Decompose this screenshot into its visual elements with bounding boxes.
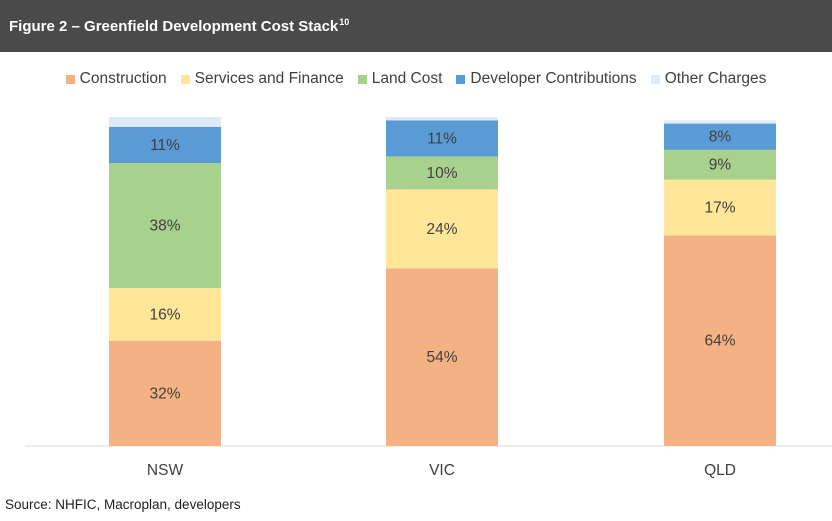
data-label: 16% (149, 306, 180, 323)
x-tick-label: QLD (704, 462, 736, 479)
bar-segment (664, 235, 776, 446)
bar-segment (664, 179, 776, 236)
chart-legend: Construction Services and Finance Land Cos… (0, 68, 832, 90)
data-label: 17% (704, 199, 735, 216)
data-label: 11% (427, 130, 457, 147)
bar-segment (109, 340, 221, 446)
legend-item: Other Charges (650, 70, 767, 88)
bar-segment (386, 156, 498, 190)
bar-segment (386, 120, 498, 157)
bar-segment (664, 149, 776, 180)
legend-item: Land Cost (357, 70, 443, 88)
data-label: 64% (704, 333, 735, 350)
data-label: 9% (709, 157, 732, 174)
data-label: 10% (426, 165, 457, 182)
bar-segment (386, 268, 498, 446)
legend-label: Developer Contributions (470, 70, 637, 87)
legend-item: Developer Contributions (456, 70, 637, 88)
data-label: 38% (149, 218, 180, 235)
bar-segment (109, 126, 221, 164)
legend-swatch (180, 74, 190, 84)
legend-item: Construction (65, 70, 167, 88)
source-note: Source: NHFIC, Macroplan, developers (5, 497, 241, 512)
bar-segment (664, 123, 776, 150)
stacked-bar-chart: 32% 16% 38% 11% NSW 54% 24% 10% 11% VIC 64% 17% 9% 8%… (25, 117, 832, 479)
data-label: 32% (149, 385, 180, 402)
legend-label: Construction (79, 70, 167, 87)
data-label: 54% (426, 349, 457, 366)
legend-label: Land Cost (371, 70, 443, 87)
bar-segment (109, 163, 221, 289)
bar-segment (109, 117, 221, 127)
data-label: 11% (150, 137, 180, 154)
data-label: 8% (709, 129, 732, 146)
title-bar: Figure 2 – Greenfield Development Cost S… (0, 0, 832, 52)
bar-segment (386, 189, 498, 269)
x-tick-label: NSW (147, 462, 184, 479)
legend-label: Other Charges (664, 70, 767, 87)
x-tick-label: VIC (429, 462, 455, 479)
bar-segment (386, 117, 498, 121)
bar-segment (664, 120, 776, 124)
chart-title-text: Figure 2 – Greenfield Development Cost S… (9, 18, 339, 35)
legend-swatch (456, 74, 466, 84)
legend-swatch (65, 74, 75, 84)
legend-swatch (650, 74, 660, 84)
bar-segment (109, 288, 221, 341)
data-label: 24% (426, 221, 457, 238)
legend-label: Services and Finance (194, 70, 344, 87)
title-footnote: 10 (339, 17, 350, 27)
chart-title: Figure 2 – Greenfield Development Cost S… (0, 17, 349, 35)
legend-swatch (357, 74, 367, 84)
legend-item: Services and Finance (180, 70, 344, 88)
